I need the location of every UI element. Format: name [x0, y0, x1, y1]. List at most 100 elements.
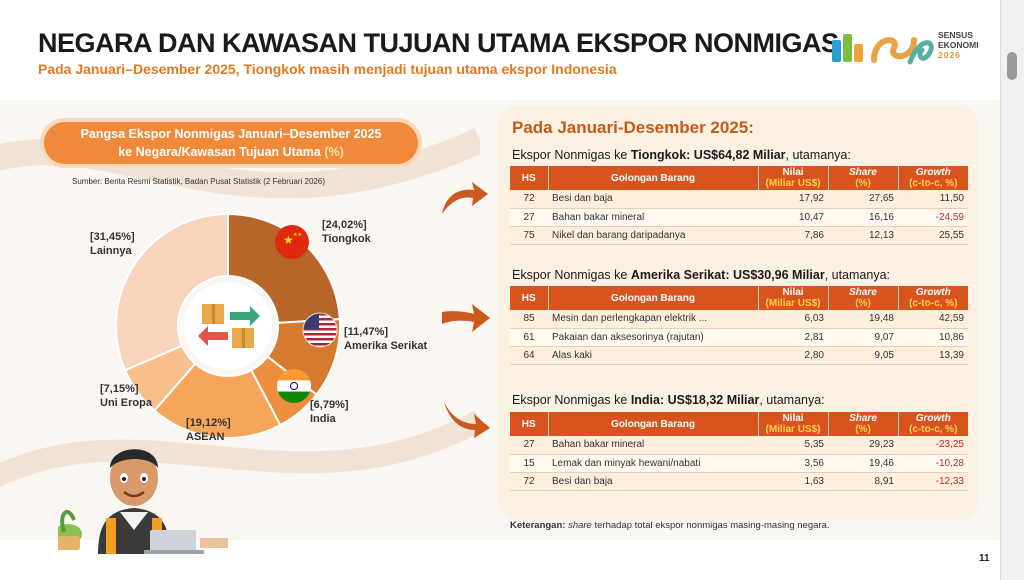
table-cell: 42,59 [898, 310, 968, 329]
column-header: Share (%) [828, 412, 899, 436]
pie-label-uni-eropa: [7,15%] Uni Eropa [100, 382, 152, 410]
pie-category-label: India [310, 413, 336, 425]
pie-label-amerika-serikat: [11,47%] Amerika Serikat [344, 325, 427, 353]
table-cell: 19,46 [828, 454, 898, 473]
pie-value-label: [24,02%] [322, 219, 367, 231]
table-cell: -23,25 [898, 436, 968, 455]
scrollbar[interactable] [1000, 0, 1024, 580]
arrow-right-icon [442, 304, 490, 332]
column-header: Share (%) [828, 286, 899, 310]
pie-category-label: Amerika Serikat [344, 340, 428, 352]
pie-slice-tiongkok [227, 212, 341, 324]
column-header: Nilai (Miliar US$) [758, 412, 829, 436]
slide: NEGARA DAN KAWASAN TUJUAN UTAMA EKSPOR N… [0, 26, 1000, 564]
table-cell: 6,03 [758, 310, 828, 329]
table-cell: 5,35 [758, 436, 828, 455]
pie-category-label: Uni Eropa [100, 397, 152, 409]
table-cell: Bahan bakar mineral [548, 436, 758, 455]
table-cell: 7,86 [758, 226, 828, 245]
china-flag-icon: ★ ★★ [275, 225, 309, 259]
pie-label-lainnya: [31,45%] Lainnya [90, 230, 135, 258]
table-cell: 15 [510, 454, 548, 473]
section-title-india: Ekspor Nonmigas ke India: US$18,32 Milia… [512, 393, 825, 407]
source-note: Sumber: Berita Resmi Statistik, Badan Pu… [72, 177, 325, 186]
table-cell: 10,47 [758, 208, 828, 227]
table-cell: 72 [510, 472, 548, 491]
sensus-ekonomi-logo: SENSUS EKONOMI 2026 [830, 26, 990, 72]
table-amerika-serikat: HS Golongan Barang Nilai (Miliar US$) Share(… [510, 286, 968, 365]
column-header: HS [510, 166, 549, 190]
table-cell: 3,56 [758, 454, 828, 473]
table-cell: 29,23 [828, 436, 898, 455]
usa-flag-icon [302, 312, 338, 348]
page-subtitle: Pada Januari–Desember 2025, Tiongkok mas… [38, 61, 617, 77]
card-heading: Pada Januari-Desember 2025: [512, 118, 754, 137]
table-cell: 25,55 [898, 226, 968, 245]
table-header-row: HS Golongan Barang Nilai (Miliar US$) Share(… [510, 166, 968, 190]
table-cell: 2,81 [758, 328, 828, 347]
table-cell: Nikel dan barang daripadanya [548, 226, 758, 245]
pie-label-tiongkok: [24,02%] Tiongkok [322, 218, 371, 246]
page-title: NEGARA DAN KAWASAN TUJUAN UTAMA EKSPOR N… [38, 28, 839, 58]
table-cell: Besi dan baja [548, 190, 758, 209]
character-illustration [58, 449, 228, 554]
pie-category-label: Lainnya [90, 245, 132, 257]
pie-value-label: [19,12%] [186, 417, 231, 429]
pie-value-label: [11,47%] [344, 326, 389, 338]
donut-chart: ★ ★★ [115, 212, 341, 439]
table-row: 85 Mesin dan perlengkapan elektrik ... 6,0… [510, 310, 968, 329]
table-cell: 1,63 [758, 472, 828, 491]
trade-boxes-icon [198, 304, 260, 348]
bps-logo-icon [832, 34, 934, 65]
footnote: Keterangan: share terhadap total ekspor … [510, 520, 830, 531]
table-cell: Bahan bakar mineral [548, 208, 758, 227]
table-cell: Lemak dan minyak hewani/nabati [548, 454, 758, 473]
pie-value-label: [7,15%] [100, 383, 139, 395]
table-cell: Pakaian dan aksesorinya (rajutan) [548, 328, 758, 347]
table-cell: 85 [510, 310, 548, 329]
table-cell: Mesin dan perlengkapan elektrik ... [548, 310, 758, 329]
table-cell: 72 [510, 190, 548, 209]
column-header: Golongan Barang [548, 286, 759, 310]
column-header: Nilai (Miliar US$) [758, 286, 829, 310]
pie-slice-asean [153, 362, 282, 439]
pie-label-asean: [19,12%] ASEAN [186, 416, 231, 444]
pie-category-label: Tiongkok [322, 233, 371, 245]
table-row: 27 Bahan bakar mineral 5,35 29,23 -23,25 [510, 436, 968, 455]
table-cell: 27,65 [828, 190, 898, 209]
column-header: HS [510, 286, 549, 310]
table-cell: 11,50 [898, 190, 968, 209]
svg-text:★: ★ [283, 233, 294, 247]
section-title-tiongkok: Ekspor Nonmigas ke Tiongkok: US$64,82 Mi… [512, 148, 851, 162]
donut-center [184, 282, 272, 370]
table-row: 75 Nikel dan barang daripadanya 7,86 12,13 2… [510, 226, 968, 245]
table-cell: 27 [510, 208, 548, 227]
column-header: Golongan Barang [548, 166, 759, 190]
column-header: Golongan Barang [548, 412, 759, 436]
page-number: 11 [979, 553, 990, 564]
pie-value-label: [6,79%] [310, 399, 349, 411]
india-flag-icon [277, 369, 311, 403]
pie-slice-lainnya [115, 212, 229, 372]
column-header: Growth (c-to-c, %) [898, 166, 968, 190]
pie-value-label: [31,45%] [90, 231, 135, 243]
table-cell: Alas kaki [548, 346, 758, 365]
table-cell: 12,13 [828, 226, 898, 245]
table-row: 27 Bahan bakar mineral 10,47 16,16 -24,59 [510, 208, 968, 227]
table-india: HS Golongan Barang Nilai (Miliar US$) Share(… [510, 412, 968, 491]
table-cell: 16,16 [828, 208, 898, 227]
svg-text:★★: ★★ [293, 232, 302, 238]
table-cell: -10,28 [898, 454, 968, 473]
arrow-right-icon [442, 182, 488, 214]
column-header: Growth (c-to-c, %) [898, 412, 968, 436]
table-cell: 8,91 [828, 472, 898, 491]
pie-chart-title: Pangsa Ekspor Nonmigas Januari–Desember … [40, 118, 422, 168]
table-cell: -24,59 [898, 208, 968, 227]
table-tiongkok: HS Golongan Barang Nilai (Miliar US$) Share(… [510, 166, 968, 245]
logo-text: SENSUS EKONOMI 2026 [938, 30, 979, 60]
table-cell: 17,92 [758, 190, 828, 209]
scrollbar-thumb[interactable] [1007, 52, 1017, 80]
column-header: Share (%) [828, 166, 899, 190]
table-cell: 27 [510, 436, 548, 455]
column-header: HS [510, 412, 549, 436]
